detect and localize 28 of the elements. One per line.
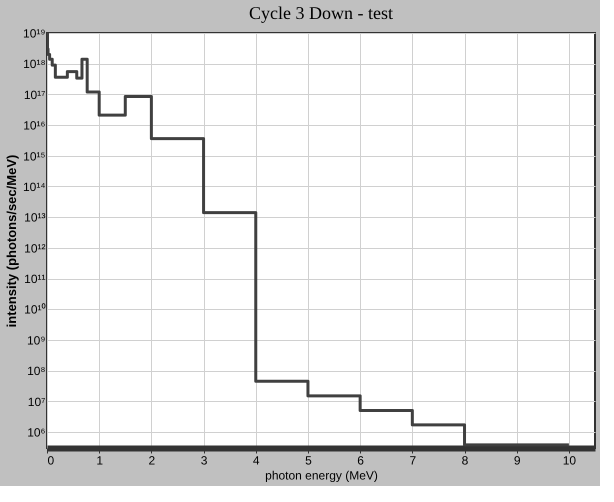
y-tick-label: 10¹⁵ [23,149,46,164]
x-tick-label: 8 [462,454,469,468]
y-tick-label: 10¹⁶ [23,118,46,133]
y-tick-label: 10⁸ [27,364,46,378]
x-tick-label: 5 [305,454,312,468]
x-tick-label: 2 [148,454,156,468]
y-axis-title: intensity (photons/sec/MeV) [4,154,19,328]
x-tick-label: 9 [514,454,521,468]
y-tick-label: 10¹⁹ [23,26,46,40]
x-tick-label: 6 [357,454,364,468]
y-tick-label: 10¹⁰ [24,302,46,317]
x-tick-label: 3 [200,454,208,468]
chart-title: Cycle 3 Down - test [249,3,393,23]
y-tick-label: 10¹⁴ [23,180,46,194]
x-tick-label: 1 [96,454,104,468]
y-tick-label: 10⁶ [27,425,46,440]
x-axis-title: photon energy (MeV) [265,468,378,482]
y-tick-label: 10⁷ [28,394,46,409]
y-tick-label: 10⁹ [27,333,46,348]
y-tick-label: 10¹⁸ [23,57,46,72]
y-tick-label: 10¹² [24,241,46,256]
x-tick-label: 10 [562,454,576,468]
x-tick-label: 7 [409,454,416,468]
y-tick-label: 10¹³ [24,210,46,225]
y-tick-label: 10¹⁷ [24,88,46,102]
y-tick-label: 10¹¹ [24,272,46,286]
x-tick-label: 0 [48,454,54,468]
x-tick-label: 4 [252,454,260,468]
